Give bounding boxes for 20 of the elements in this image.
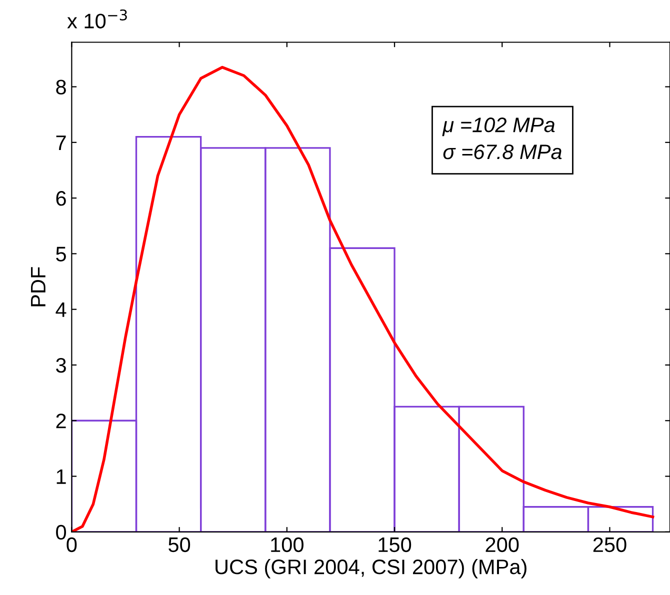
x-tick-label: 0	[66, 537, 77, 552]
y-tick-label: 2	[56, 414, 66, 428]
annotation: μ =102 MPa σ =67.8 MPa	[442, 118, 562, 160]
y-tick-label: 7	[56, 136, 66, 150]
y-tick-label: 4	[56, 302, 66, 317]
line-series	[72, 66, 654, 532]
x-axis-title: UCS (GRI 2004, CSI 2007) (MPa)	[216, 558, 526, 578]
y-axis-title: PDF	[31, 267, 46, 306]
y-tick-label: 6	[56, 191, 66, 206]
x-tick-label: 150	[378, 537, 412, 552]
x-tick-label: 250	[593, 537, 626, 552]
text: x 10$^{−3}$	[67, 9, 127, 28]
y-tick-label: 8	[56, 80, 66, 95]
y-tick-label: 0	[56, 524, 66, 540]
y-tick-label: 1	[56, 470, 66, 484]
y-tick-label: 3	[56, 358, 66, 373]
x-tick-label: 50	[168, 537, 190, 552]
x-tick-label: 200	[486, 537, 519, 552]
x-tick-label: 100	[271, 537, 304, 552]
y-tick-label: 5	[56, 246, 66, 262]
